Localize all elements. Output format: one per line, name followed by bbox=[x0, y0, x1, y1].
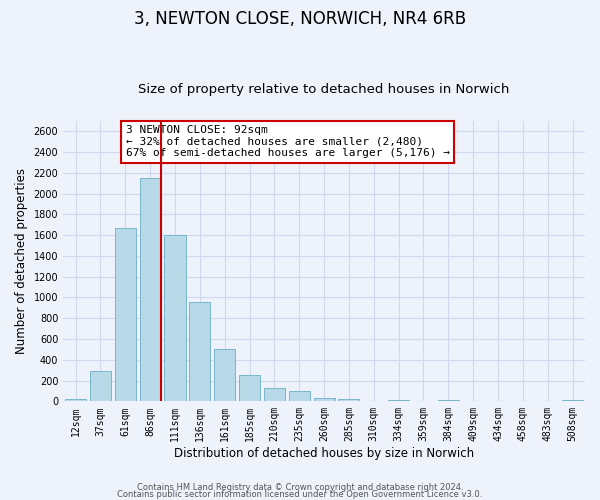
Bar bbox=[239, 375, 260, 402]
Y-axis label: Number of detached properties: Number of detached properties bbox=[15, 168, 28, 354]
Bar bbox=[438, 400, 459, 402]
Bar bbox=[289, 391, 310, 402]
Bar bbox=[65, 400, 86, 402]
Text: Contains public sector information licensed under the Open Government Licence v3: Contains public sector information licen… bbox=[118, 490, 482, 499]
Bar bbox=[388, 400, 409, 402]
X-axis label: Distribution of detached houses by size in Norwich: Distribution of detached houses by size … bbox=[174, 447, 474, 460]
Text: 3, NEWTON CLOSE, NORWICH, NR4 6RB: 3, NEWTON CLOSE, NORWICH, NR4 6RB bbox=[134, 10, 466, 28]
Bar bbox=[314, 398, 335, 402]
Bar bbox=[562, 400, 583, 402]
Bar bbox=[264, 388, 285, 402]
Text: Contains HM Land Registry data © Crown copyright and database right 2024.: Contains HM Land Registry data © Crown c… bbox=[137, 484, 463, 492]
Bar bbox=[338, 400, 359, 402]
Bar bbox=[164, 235, 185, 402]
Bar bbox=[115, 228, 136, 402]
Text: 3 NEWTON CLOSE: 92sqm
← 32% of detached houses are smaller (2,480)
67% of semi-d: 3 NEWTON CLOSE: 92sqm ← 32% of detached … bbox=[126, 125, 450, 158]
Bar bbox=[214, 349, 235, 402]
Bar bbox=[90, 370, 111, 402]
Bar bbox=[140, 178, 161, 402]
Title: Size of property relative to detached houses in Norwich: Size of property relative to detached ho… bbox=[139, 83, 510, 96]
Bar bbox=[189, 302, 211, 402]
